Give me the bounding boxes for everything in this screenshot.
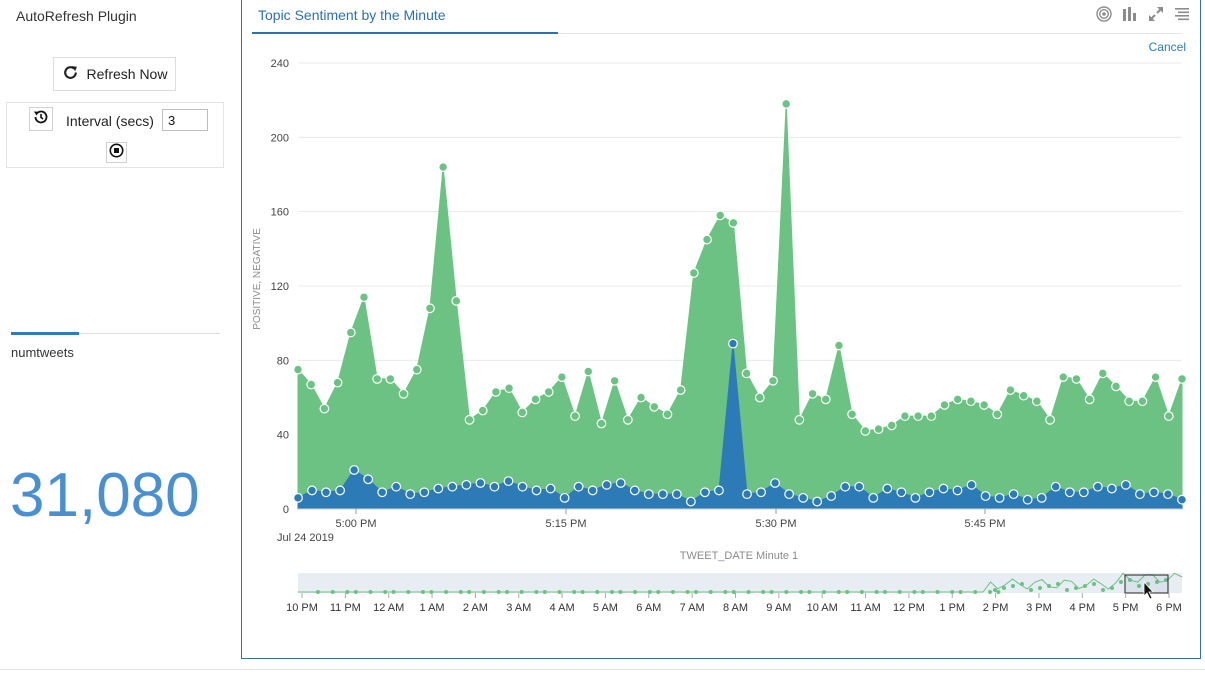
- interval-label: Interval (secs): [66, 113, 154, 129]
- chart-title: Topic Sentiment by the Minute: [258, 7, 446, 23]
- chart-panel: Topic Sentiment by the Minute: [241, 0, 1201, 659]
- expand-icon[interactable]: [1148, 6, 1164, 22]
- history-icon: [32, 108, 50, 131]
- refresh-icon: [62, 64, 79, 84]
- plugin-title: AutoRefresh Plugin: [16, 8, 137, 24]
- bar-chart-icon[interactable]: [1122, 6, 1138, 22]
- autorefresh-plugin: AutoRefresh Plugin Refresh Now Interval …: [0, 0, 240, 680]
- page-bottom-divider: [0, 669, 1205, 670]
- interval-input[interactable]: [162, 109, 208, 131]
- kpi-label: numtweets: [11, 345, 74, 360]
- refresh-now-label: Refresh Now: [86, 66, 168, 82]
- kpi-value: 31,080: [10, 461, 200, 530]
- cancel-link[interactable]: Cancel: [1148, 40, 1186, 54]
- history-button[interactable]: [29, 107, 53, 131]
- kpi-tab-track: [11, 333, 220, 334]
- title-tab-track: [252, 33, 1182, 34]
- kpi-tab-indicator: [11, 332, 79, 335]
- refresh-now-button[interactable]: Refresh Now: [53, 57, 176, 91]
- menu-icon[interactable]: [1174, 6, 1190, 22]
- stop-icon: [109, 143, 124, 163]
- title-tab-indicator: [252, 32, 558, 34]
- target-icon[interactable]: [1096, 6, 1112, 22]
- interval-controls: Interval (secs): [6, 102, 224, 168]
- stop-button[interactable]: [106, 142, 127, 163]
